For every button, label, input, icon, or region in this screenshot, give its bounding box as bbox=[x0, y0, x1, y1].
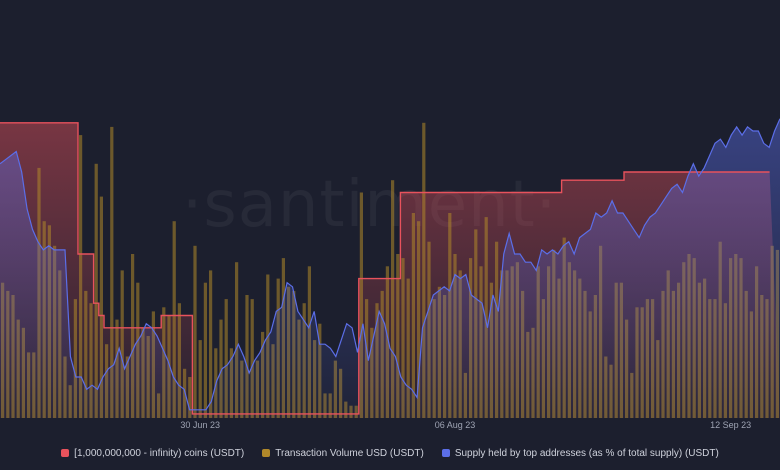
x-axis-ticks: 30 Jun 23 06 Aug 23 12 Sep 23 bbox=[180, 420, 751, 430]
supply-line bbox=[0, 118, 780, 411]
volume-bar bbox=[94, 163, 98, 418]
volume-bar bbox=[188, 377, 192, 418]
volume-bar bbox=[177, 303, 182, 418]
volume-bar bbox=[110, 126, 114, 419]
volume-bar bbox=[422, 122, 426, 419]
volume-bar bbox=[406, 278, 410, 418]
volume-bar bbox=[193, 245, 197, 418]
supply-area bbox=[0, 118, 780, 418]
volume-bar bbox=[484, 217, 488, 418]
x-tick-label: 30 Jun 23 bbox=[180, 420, 220, 430]
legend-item-supply[interactable]: Supply held by top addresses (as % of to… bbox=[441, 447, 719, 459]
legend-label-supply: Supply held by top addresses (as % of to… bbox=[454, 447, 719, 459]
volume-bar bbox=[359, 192, 364, 418]
x-tick-label: 06 Aug 23 bbox=[435, 420, 476, 430]
legend-label-coins: [1,000,000,000 - infinity) coins (USDT) bbox=[74, 447, 245, 459]
volume-bar bbox=[234, 262, 239, 418]
volume-bar bbox=[401, 258, 405, 418]
volume-bar bbox=[89, 303, 93, 418]
volume-bar bbox=[245, 295, 249, 418]
coins-line bbox=[0, 122, 770, 415]
volume-bar bbox=[208, 270, 213, 418]
x-tick-label: 12 Sep 23 bbox=[710, 420, 751, 430]
coins-step-line bbox=[0, 122, 770, 415]
volume-bar bbox=[99, 196, 104, 418]
volume-bar bbox=[224, 299, 228, 418]
legend-item-volume[interactable]: Transaction Volume USD (USDT) bbox=[262, 448, 424, 459]
legend-item-coins[interactable]: [1,000,000,000 - infinity) coins (USDT) bbox=[61, 448, 244, 459]
volume-bar bbox=[120, 270, 124, 418]
volume-bar bbox=[390, 180, 395, 418]
volume-bar bbox=[84, 290, 88, 418]
volume-bar bbox=[219, 319, 223, 418]
volume-bar bbox=[172, 221, 176, 418]
legend-swatch-supply bbox=[441, 449, 450, 457]
chart-legend: [1,000,000,000 - infinity) coins (USDT) … bbox=[0, 444, 780, 462]
volume-bar bbox=[411, 213, 416, 418]
supply-line-path bbox=[0, 118, 780, 411]
volume-bar bbox=[130, 254, 135, 418]
volume-bar bbox=[416, 221, 421, 418]
volume-bar bbox=[250, 299, 254, 418]
supply-area-fill bbox=[0, 118, 780, 418]
volume-bar bbox=[396, 254, 400, 418]
volume-bar bbox=[198, 340, 202, 418]
legend-swatch-volume bbox=[262, 449, 271, 457]
legend-swatch-coins bbox=[61, 449, 70, 457]
volume-bar bbox=[78, 135, 83, 418]
volume-bar bbox=[203, 282, 208, 418]
volume-bar bbox=[73, 299, 78, 418]
legend-label-volume: Transaction Volume USD (USDT) bbox=[275, 447, 424, 459]
